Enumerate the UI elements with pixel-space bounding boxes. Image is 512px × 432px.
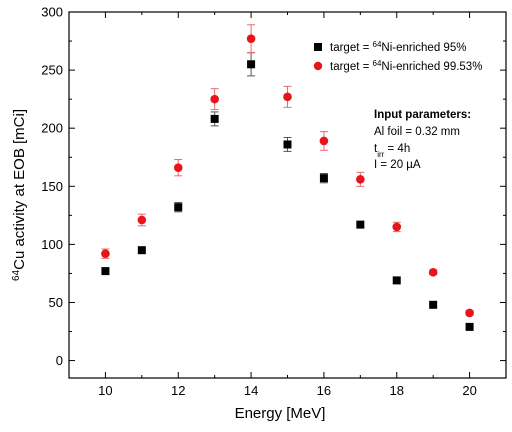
y-tick-label: 250 [41, 63, 63, 78]
data-point-circle [283, 92, 292, 102]
data-point-square [319, 174, 328, 183]
param-title: Input parameters: [374, 109, 471, 121]
data-point-circle [392, 222, 402, 232]
data-point-circle [173, 163, 183, 172]
y-tick-label: 150 [41, 179, 63, 194]
legend-marker-square [314, 43, 322, 51]
data-point-circle [210, 94, 219, 104]
x-tick-label: 16 [317, 383, 331, 398]
x-tick-label: 20 [462, 383, 476, 398]
param-irradiation-time: tirr = 4h [374, 143, 410, 159]
data-point-square [210, 114, 219, 123]
legend: target = 64Ni-enriched 95% target = 64Ni… [313, 40, 482, 74]
data-point-square [429, 300, 438, 309]
y-tick-label: 50 [49, 295, 63, 310]
legend-label-9953: target = 64Ni-enriched 99.53% [330, 59, 482, 74]
data-point-circle [465, 308, 474, 318]
x-tick-label: 10 [98, 383, 112, 398]
param-al-foil: Al foil = 0.32 mm [374, 126, 460, 138]
input-parameters-annotation: Input parameters: Al foil = 0.32 mm tirr… [374, 109, 471, 171]
y-tick-label: 200 [41, 121, 63, 136]
data-point-circle [101, 249, 110, 258]
data-point-square [247, 60, 256, 69]
series-ni-enriched-95 [101, 52, 474, 331]
y-tick-label: 300 [41, 5, 63, 20]
series-ni-enriched-99-53 [101, 24, 474, 318]
data-point-square [356, 220, 365, 229]
y-axis-title-main: Cu activity at EOB [mCi] [11, 109, 28, 270]
y-axis-title: 64Cu activity at EOB [mCi] [11, 109, 29, 281]
data-point-circle [246, 34, 256, 44]
x-tick-label: 12 [171, 383, 185, 398]
x-tick-label: 14 [244, 383, 258, 398]
param-current: I = 20 µA [374, 159, 421, 171]
data-point-circle [428, 267, 438, 277]
y-tick-label: 100 [41, 237, 63, 252]
data-point-square [392, 276, 401, 285]
x-axis-title: Energy [MeV] [235, 405, 326, 422]
y-axis-title-superscript: 64 [11, 269, 22, 281]
data-points [101, 24, 474, 331]
legend-marker-circle [313, 61, 323, 71]
y-tick-label: 0 [56, 353, 63, 368]
data-point-square [174, 203, 183, 212]
data-point-circle [137, 215, 147, 225]
legend-label-95: target = 64Ni-enriched 95% [330, 40, 466, 55]
data-point-square [101, 267, 110, 276]
data-point-square [283, 140, 292, 149]
data-point-square [465, 322, 474, 331]
data-point-circle [356, 175, 365, 184]
data-point-square [137, 246, 146, 255]
data-point-circle [319, 136, 329, 146]
x-tick-label: 18 [390, 383, 404, 398]
